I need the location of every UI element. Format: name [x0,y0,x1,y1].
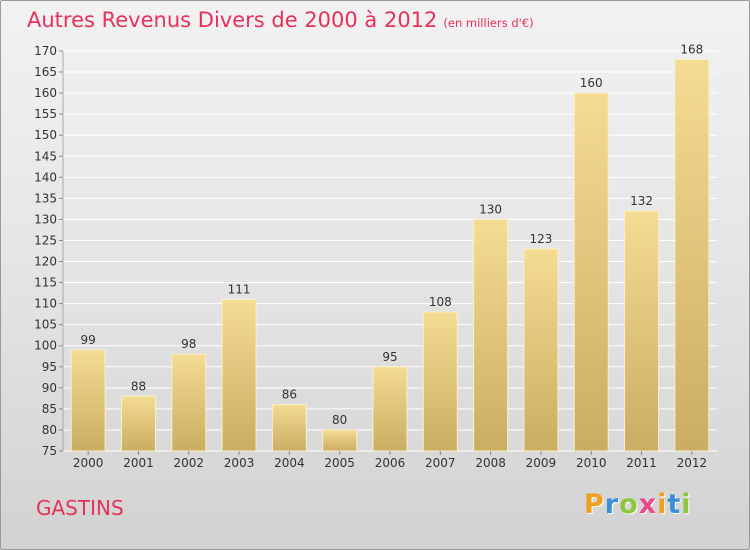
y-tick-label: 105 [34,318,57,332]
data-label: 108 [429,295,452,309]
x-tick-label: 2008 [475,456,506,470]
logo-letter: P [584,489,605,520]
bar [171,353,207,452]
y-tick-label: 165 [34,65,57,79]
y-tick-label: 145 [34,149,57,163]
bar [322,429,358,452]
x-tick-label: 2012 [677,456,708,470]
x-tick-label: 2004 [274,456,305,470]
chart-title: Autres Revenus Divers de 2000 à 2012 (en … [27,8,534,32]
data-label: 99 [81,333,96,347]
x-tick-label: 2009 [526,456,557,470]
data-label: 88 [131,379,146,393]
bar [473,218,509,452]
bar [523,248,559,452]
x-tick-label: 2003 [224,456,255,470]
data-label: 168 [680,42,703,56]
bar [674,58,710,452]
y-tick-label: 115 [34,276,57,290]
x-tick-label: 2006 [375,456,406,470]
bar [271,404,307,452]
y-tick-label: 100 [34,339,57,353]
data-label: 86 [282,388,297,402]
x-tick-label: 2011 [626,456,657,470]
commune-name: GASTINS [36,496,124,520]
logo-letter: i [681,489,692,520]
x-tick-label: 2010 [576,456,607,470]
logo-letter: x [638,489,658,520]
y-tick-label: 140 [34,170,57,184]
y-tick-label: 125 [34,233,57,247]
data-label: 111 [228,282,251,296]
bar [221,298,257,452]
chart-title-text: Autres Revenus Divers de 2000 à 2012 [27,8,438,32]
logo-letter: t [667,489,682,520]
x-axis-ticks: 2000 2001 2002 2003 2004 2005 2006 2007 2008 2009… [73,451,707,470]
y-tick-label: 135 [34,191,57,205]
y-tick-label: 170 [34,44,57,58]
y-tick-label: 90 [42,381,57,395]
y-tick-label: 160 [34,86,57,100]
bar [624,210,660,452]
bar [372,366,408,452]
data-label: 95 [382,350,397,364]
bar [422,311,458,452]
data-label: 132 [630,194,653,208]
y-tick-label: 95 [42,360,57,374]
proxiti-logo[interactable]: Proxiti [584,489,692,520]
chart-subtitle: (en milliers d'€) [443,16,534,30]
bar [70,349,106,452]
bar [573,92,609,452]
x-tick-label: 2001 [123,456,154,470]
y-tick-label: 130 [34,212,57,226]
bar [120,395,156,452]
logo-letter: i [657,489,668,520]
y-axis-ticks: 75 80 85 90 95 100 105 110 115 120 125 130 135 140 145… [34,44,64,458]
x-tick-label: 2005 [324,456,355,470]
y-tick-label: 120 [34,255,57,269]
x-tick-label: 2000 [73,456,104,470]
x-tick-label: 2002 [173,456,204,470]
data-label: 160 [580,76,603,90]
y-tick-label: 75 [42,444,57,458]
data-label: 130 [479,202,502,216]
y-tick-label: 85 [42,402,57,416]
y-tick-label: 80 [42,423,57,437]
y-tick-label: 110 [34,297,57,311]
data-labels: 99 88 98 111 86 80 95 108 130 123 160 132 168 [81,42,704,427]
bars [70,58,710,452]
logo-letter: r [604,489,620,520]
logo-letter: o [619,489,639,520]
data-label: 80 [332,413,347,427]
x-tick-label: 2007 [425,456,456,470]
y-tick-label: 155 [34,107,57,121]
data-label: 123 [529,232,552,246]
data-label: 98 [181,337,196,351]
y-tick-label: 150 [34,128,57,142]
